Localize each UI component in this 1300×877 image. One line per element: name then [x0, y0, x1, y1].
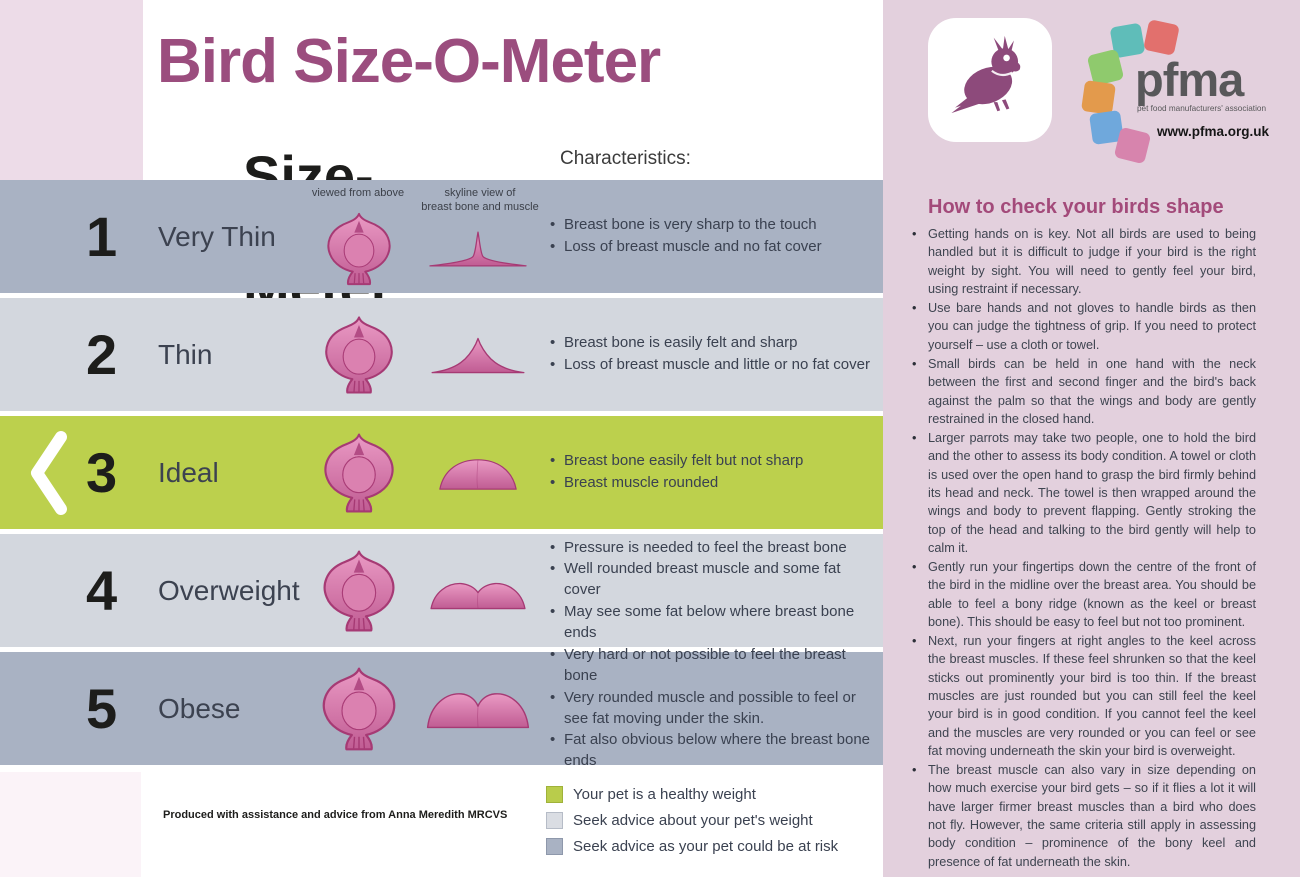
- condition-label: Obese: [158, 692, 241, 724]
- caution-color-swatch: [546, 812, 563, 829]
- condition-label: Thin: [158, 338, 213, 370]
- bird-logo-tile: [928, 18, 1052, 142]
- characteristic: Pressure is needed to feel the breast bo…: [548, 538, 871, 559]
- characteristics-list: Pressure is needed to feel the breast bo…: [538, 537, 883, 644]
- score-number: 3: [86, 440, 118, 504]
- score-number: 1: [86, 204, 118, 268]
- instructions-list: Getting hands on is key. Not all birds a…: [910, 225, 1256, 871]
- pfma-logo-text: pfma: [1135, 53, 1244, 106]
- characteristic: Fat also obvious below where the breast …: [548, 730, 871, 771]
- bird-top-view-illustration: [304, 432, 414, 514]
- characteristic: Loss of breast muscle and little or no f…: [548, 355, 871, 376]
- logo-area: pfma pet food manufacturers' association…: [883, 0, 1300, 178]
- score-number: 2: [86, 322, 118, 386]
- bird-top-view-illustration: [304, 549, 414, 633]
- row-overweight: 4 Overweight Pressure is needed to feel …: [0, 534, 883, 647]
- characteristics-list: Breast bone is very sharp to the touch L…: [538, 214, 883, 258]
- condition-label: Very Thin: [158, 220, 276, 252]
- sidebar-heading: How to check your birds shape: [928, 196, 1224, 218]
- row-obese: 5 Obese Very hard or not possible to fee…: [0, 645, 883, 769]
- legend-item-risk: Seek advice as your pet could be at risk: [546, 838, 838, 855]
- characteristic: Breast bone easily felt but not sharp: [548, 451, 871, 472]
- characteristics-list: Breast bone easily felt but not sharp Br…: [538, 450, 883, 494]
- breast-skyline-illustration: [418, 567, 538, 615]
- title-block: Bird Size-O-Meter Size-O-Meter Score: Ch…: [143, 0, 883, 372]
- instruction: The breast muscle can also vary in size …: [910, 761, 1256, 871]
- characteristic: Very rounded muscle and possible to feel…: [548, 688, 871, 729]
- score-number: 4: [86, 558, 118, 622]
- bird-top-view-illustration: [304, 666, 414, 752]
- viewed-from-above-label: viewed from above: [311, 187, 405, 199]
- breast-skyline-illustration: [418, 331, 538, 379]
- breast-skyline-illustration: [418, 681, 538, 737]
- characteristic: Breast muscle rounded: [548, 473, 871, 494]
- mouse-tile-icon: [1080, 79, 1117, 116]
- pfma-tagline: pet food manufacturers' association: [1137, 104, 1266, 113]
- instruction: Next, run your fingers at right angles t…: [910, 632, 1256, 760]
- characteristic: May see some fat below where breast bone…: [548, 602, 871, 643]
- characteristic: Breast bone is very sharp to the touch: [548, 215, 871, 236]
- characteristic: Well rounded breast muscle and some fat …: [548, 559, 871, 600]
- main-panel: Bird Size-O-Meter Size-O-Meter Score: Ch…: [0, 0, 883, 877]
- credit-note: Produced with assistance and advice from…: [163, 809, 508, 821]
- bottom-left-decorative-block: [0, 772, 141, 877]
- characteristics-column-header: Characteristics:: [560, 148, 691, 169]
- bird-tile-icon: [1113, 126, 1152, 165]
- cockatiel-icon: [951, 35, 1021, 114]
- top-left-decorative-block: [0, 0, 143, 180]
- skyline-view-label: skyline view of breast bone and muscle: [421, 187, 539, 213]
- condition-label: Ideal: [158, 456, 219, 488]
- row-ideal: 3 Ideal Breast bone easily felt but not …: [0, 416, 883, 529]
- characteristic: Breast bone is easily felt and sharp: [548, 333, 871, 354]
- breast-skyline-illustration: [418, 451, 538, 495]
- characteristics-list: Very hard or not possible to feel the br…: [538, 644, 883, 772]
- characteristics-list: Breast bone is easily felt and sharp Los…: [538, 332, 883, 376]
- ideal-pointer-chevron-icon: [31, 431, 67, 515]
- bird-top-view-illustration: [304, 211, 414, 287]
- food-bowl-tile-icon: [1143, 19, 1180, 56]
- instruction: Getting hands on is key. Not all birds a…: [910, 225, 1256, 298]
- legend-item-healthy: Your pet is a healthy weight: [546, 786, 838, 803]
- risk-color-swatch: [546, 838, 563, 855]
- instruction: Gently run your fingertips down the cent…: [910, 558, 1256, 631]
- instruction: Use bare hands and not gloves to handle …: [910, 299, 1256, 354]
- pfma-website-link[interactable]: www.pfma.org.uk: [1157, 124, 1270, 139]
- score-number: 5: [86, 676, 118, 740]
- characteristic: Very hard or not possible to feel the br…: [548, 645, 871, 686]
- sidebar: pfma pet food manufacturers' association…: [883, 0, 1300, 877]
- legend: Your pet is a healthy weight Seek advice…: [546, 786, 838, 864]
- condition-label: Overweight: [158, 574, 300, 606]
- healthy-color-swatch: [546, 786, 563, 803]
- row-thin: 2 Thin Breast bone is easily felt and sh…: [0, 298, 883, 411]
- bird-top-view-illustration: [304, 315, 414, 395]
- legend-item-caution: Seek advice about your pet's weight: [546, 812, 838, 829]
- page-title: Bird Size-O-Meter: [157, 27, 661, 96]
- sidebar-content: How to check your birds shape Getting ha…: [883, 178, 1300, 871]
- instruction: Larger parrots may take two people, one …: [910, 429, 1256, 557]
- characteristic: Loss of breast muscle and no fat cover: [548, 237, 871, 258]
- breast-skyline-illustration: [418, 226, 538, 272]
- score-rows: viewed from above skyline view of breast…: [0, 180, 883, 770]
- instruction: Small birds can be held in one hand with…: [910, 355, 1256, 428]
- row-very-thin: viewed from above skyline view of breast…: [0, 180, 883, 293]
